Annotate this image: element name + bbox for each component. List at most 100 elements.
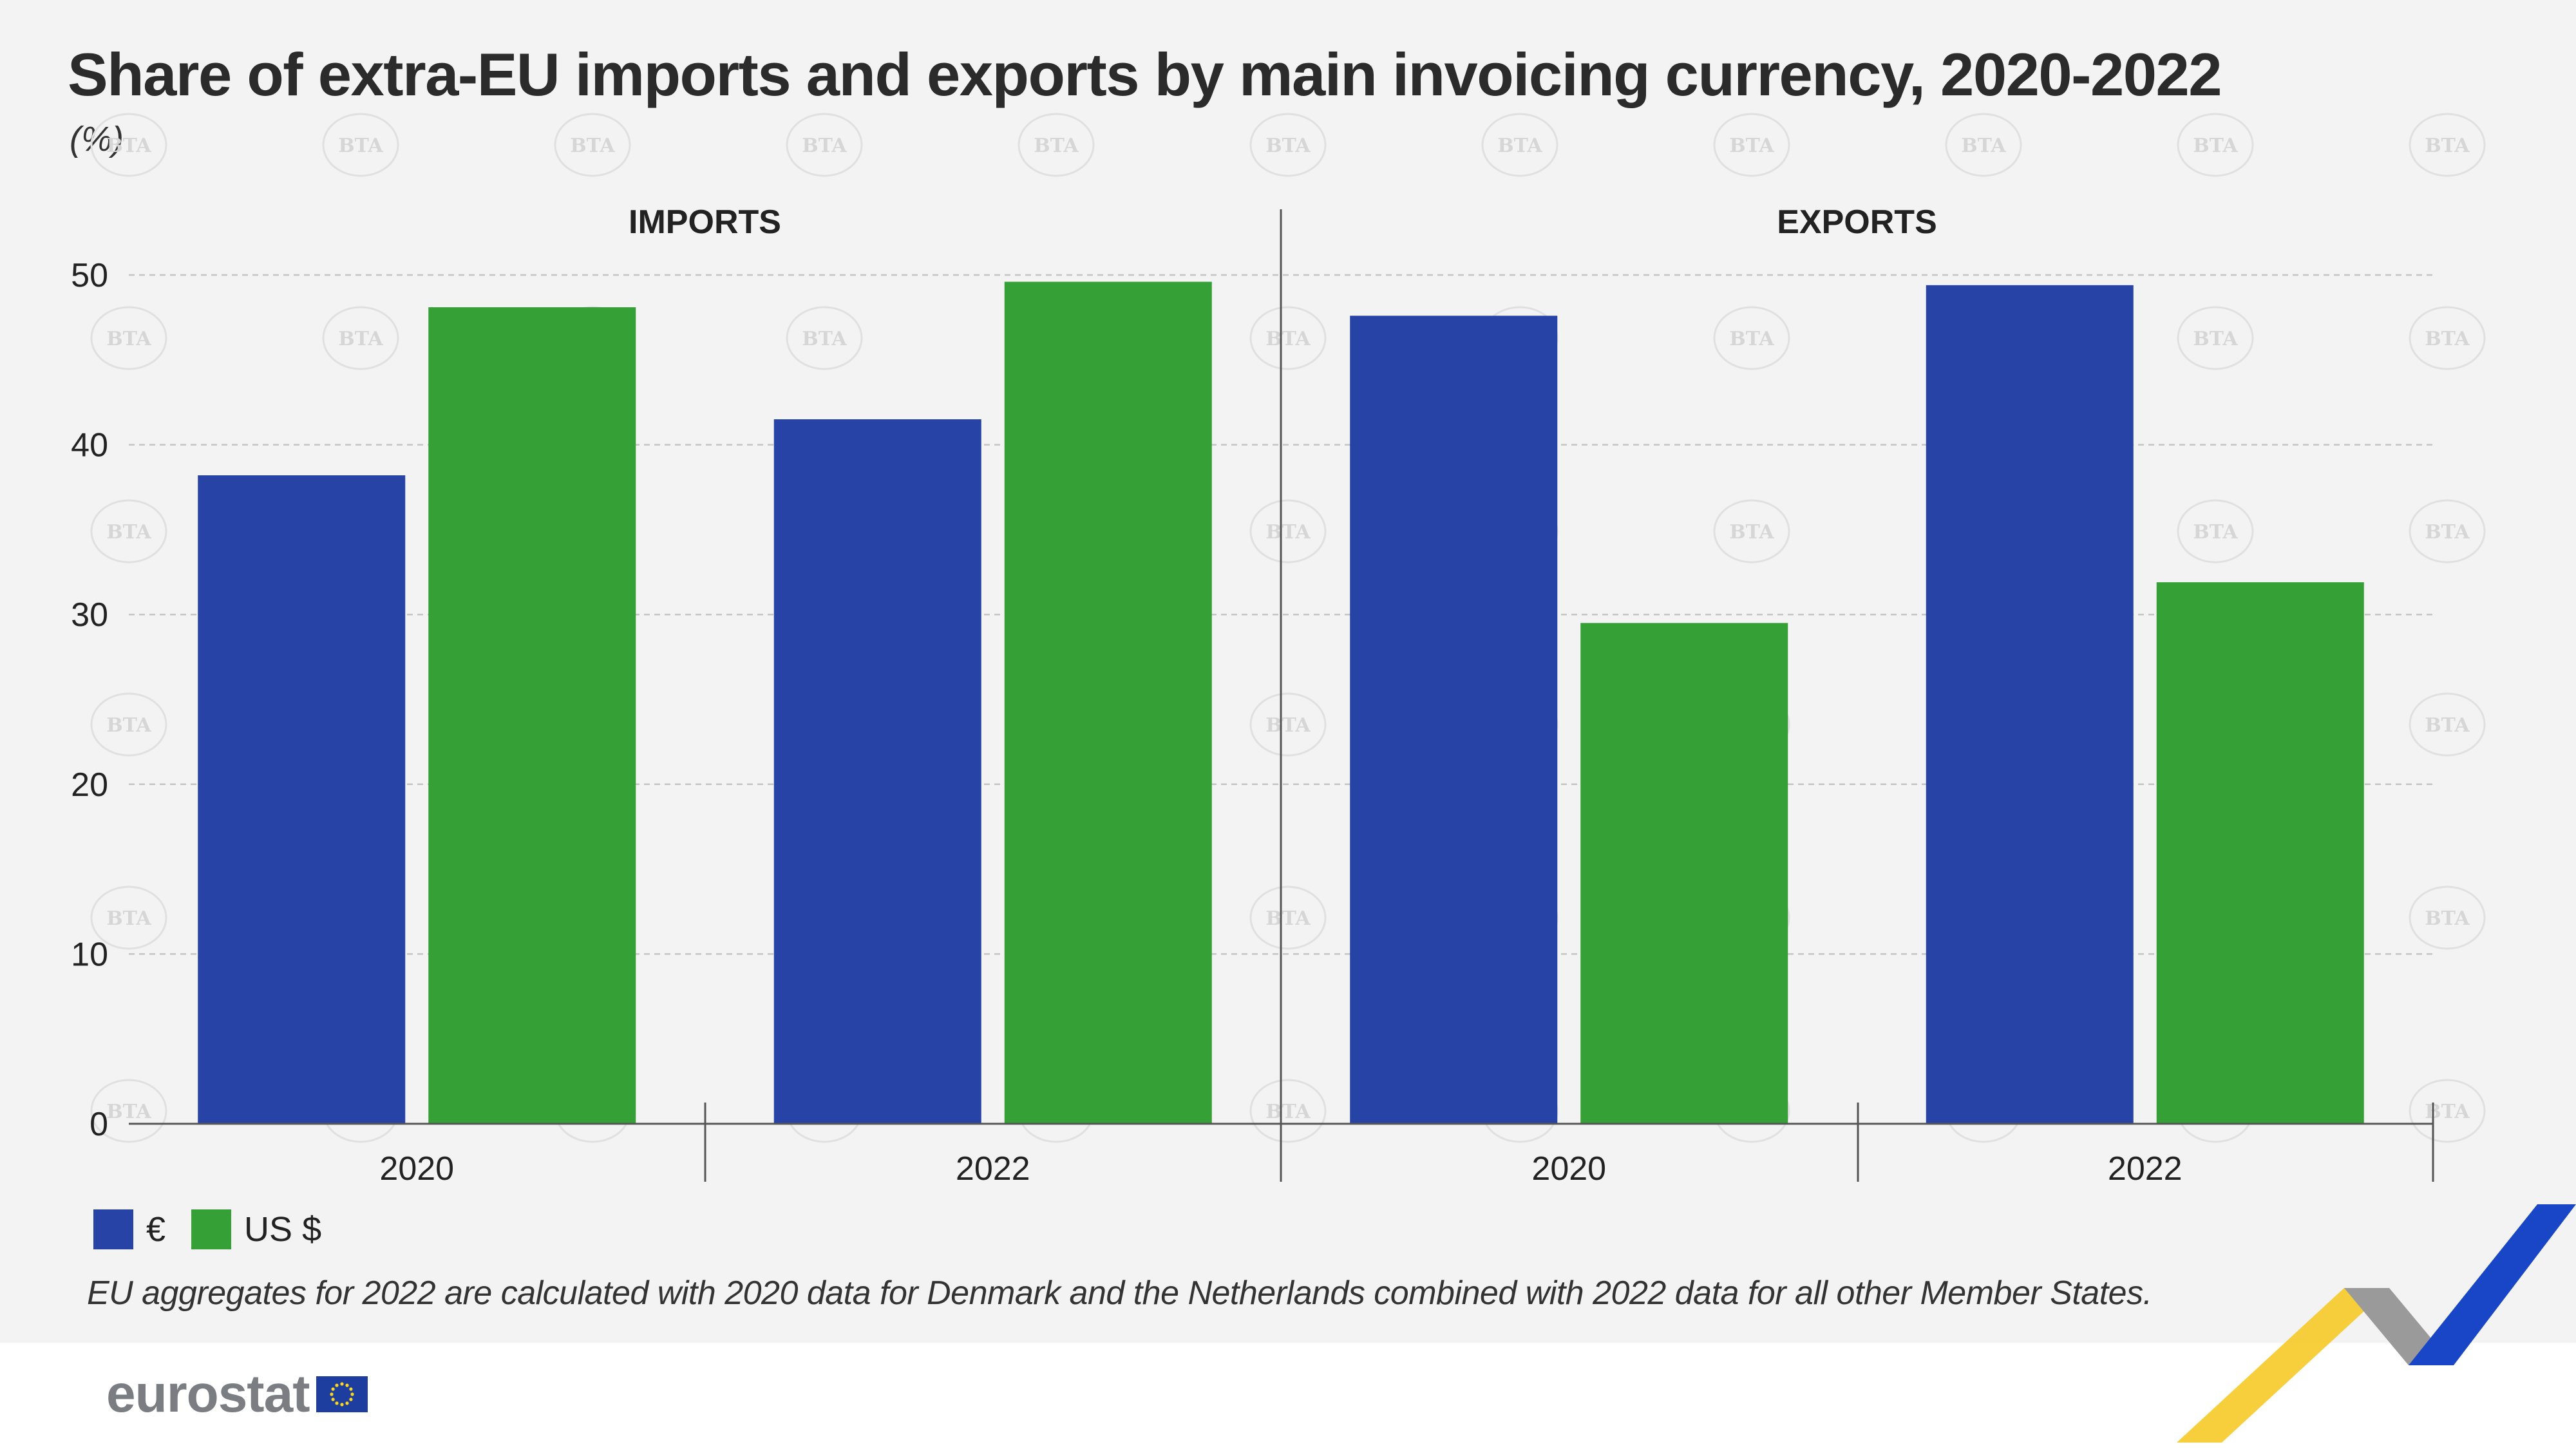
- watermark-text: BTA: [2425, 714, 2470, 737]
- watermark-text: BTA: [802, 135, 847, 157]
- corner-decoration: [2177, 1204, 2576, 1443]
- watermark-stamp: [1945, 113, 2022, 177]
- labels-layer: 0 10 20 30 40 50 IMPORTS 2020 2022 EXPORTS 2020 202…: [71, 204, 2182, 1188]
- watermark-stamp: [786, 306, 863, 370]
- watermark-text: BTA: [2193, 328, 2238, 350]
- chart-area: BTA BTA BTA BTA BTA BTA BTA BTA BTA BTA BTA BTA BTA B…: [71, 113, 2486, 1188]
- watermark-text: BTA: [2425, 135, 2470, 157]
- x-category-label: 2022: [956, 1150, 1030, 1188]
- watermark-stamp: [1713, 499, 1790, 564]
- watermark-stamp: [90, 692, 167, 757]
- watermark-stamp: [2409, 499, 2486, 564]
- watermark-text: BTA: [1497, 135, 1542, 157]
- watermark-stamp: [1713, 113, 1790, 177]
- watermark-text: BTA: [2425, 521, 2470, 544]
- bars-layer: [198, 281, 2364, 1124]
- panel-label: IMPORTS: [629, 204, 781, 241]
- watermark-stamp: [2409, 692, 2486, 757]
- watermark-stamp: [90, 306, 167, 370]
- watermark-text: BTA: [106, 135, 151, 157]
- watermark-text: BTA: [1265, 714, 1311, 737]
- chart-title: Share of extra-EU imports and exports by…: [68, 41, 2222, 108]
- watermark-stamp: [1481, 113, 1558, 177]
- legend-label-usd: US $: [244, 1210, 322, 1249]
- y-tick-label: 0: [90, 1106, 108, 1143]
- watermark-stamp: [90, 886, 167, 950]
- legend-label-euro: €: [146, 1210, 166, 1249]
- bar-usd: [428, 307, 636, 1124]
- legend-swatch-euro: [93, 1209, 133, 1249]
- watermark-text: BTA: [802, 328, 847, 350]
- y-tick-label: 40: [71, 427, 108, 464]
- watermark-text: BTA: [338, 328, 383, 350]
- watermark-stamp: [90, 499, 167, 564]
- bar-euro: [1350, 316, 1558, 1124]
- watermark-stamp: [1713, 306, 1790, 370]
- chart-unit: (%): [70, 120, 124, 158]
- bar-euro: [198, 475, 406, 1124]
- watermark-stamp: [322, 306, 399, 370]
- panel-label: EXPORTS: [1777, 204, 1937, 241]
- bar-euro: [773, 419, 981, 1124]
- watermark-text: BTA: [106, 907, 151, 930]
- watermark-text: BTA: [2425, 1101, 2470, 1123]
- watermark-text: BTA: [1265, 1101, 1311, 1123]
- watermark-text: BTA: [2425, 328, 2470, 350]
- watermark-text: BTA: [2193, 135, 2238, 157]
- eu-flag-icon: [316, 1376, 368, 1412]
- x-category-label: 2020: [379, 1150, 454, 1188]
- watermark-text: BTA: [2425, 907, 2470, 930]
- watermark-text: BTA: [1729, 135, 1774, 157]
- watermark-stamp: [1249, 1079, 1327, 1143]
- watermark-stamp: [1249, 499, 1327, 564]
- bar-usd: [1580, 623, 1788, 1124]
- watermark-stamp: [2409, 1079, 2486, 1143]
- watermark-stamp: [1249, 306, 1327, 370]
- bar-euro: [1926, 285, 2134, 1124]
- watermark-stamp: [2409, 306, 2486, 370]
- eurostat-logo: eurostat: [106, 1364, 368, 1425]
- x-category-label: 2020: [1531, 1150, 1606, 1188]
- watermark-stamp: [1249, 113, 1327, 177]
- watermark-stamp: [554, 113, 631, 177]
- watermark-stamp: [1018, 113, 1095, 177]
- watermark-text: BTA: [2193, 521, 2238, 544]
- footer-band: [0, 1343, 2576, 1449]
- watermark-stamp: [90, 113, 167, 177]
- watermark-stamp: [1249, 886, 1327, 950]
- watermark-stamp: [90, 1079, 167, 1143]
- watermark-stamp: [2409, 886, 2486, 950]
- y-tick-label: 50: [71, 257, 108, 294]
- watermark-text: BTA: [1265, 328, 1311, 350]
- legend-item-euro: €: [93, 1209, 166, 1249]
- axes-layer: [129, 209, 2434, 1182]
- watermark-stamp: [2177, 113, 2254, 177]
- watermark-text: BTA: [1729, 328, 1774, 350]
- watermark-stamp: [2177, 499, 2254, 564]
- watermark-text: BTA: [1265, 907, 1311, 930]
- watermark-text: BTA: [1961, 135, 2006, 157]
- watermark-text: BTA: [106, 521, 151, 544]
- watermark-stamp: [1249, 692, 1327, 757]
- watermark-text: BTA: [1265, 135, 1311, 157]
- watermark-stamp: [2409, 113, 2486, 177]
- watermark-text: BTA: [1034, 135, 1079, 157]
- footnote: EU aggregates for 2022 are calculated wi…: [87, 1274, 2152, 1312]
- watermark-text: BTA: [1265, 521, 1311, 544]
- watermark-stamp: [786, 113, 863, 177]
- watermark-text: BTA: [106, 328, 151, 350]
- legend: € US $: [93, 1209, 347, 1249]
- legend-item-usd: US $: [191, 1209, 321, 1249]
- watermark-text: BTA: [338, 135, 383, 157]
- y-tick-label: 10: [71, 936, 108, 973]
- watermark-text: BTA: [570, 135, 615, 157]
- watermark-text: BTA: [106, 714, 151, 737]
- bar-usd: [2156, 582, 2364, 1124]
- y-tick-label: 20: [71, 766, 108, 804]
- watermark-stamp: [322, 113, 399, 177]
- y-tick-label: 30: [71, 596, 108, 634]
- watermark-text: BTA: [1729, 521, 1774, 544]
- bar-usd: [1004, 281, 1212, 1124]
- logo-text: eurostat: [106, 1365, 310, 1423]
- watermark-stamp: [2177, 306, 2254, 370]
